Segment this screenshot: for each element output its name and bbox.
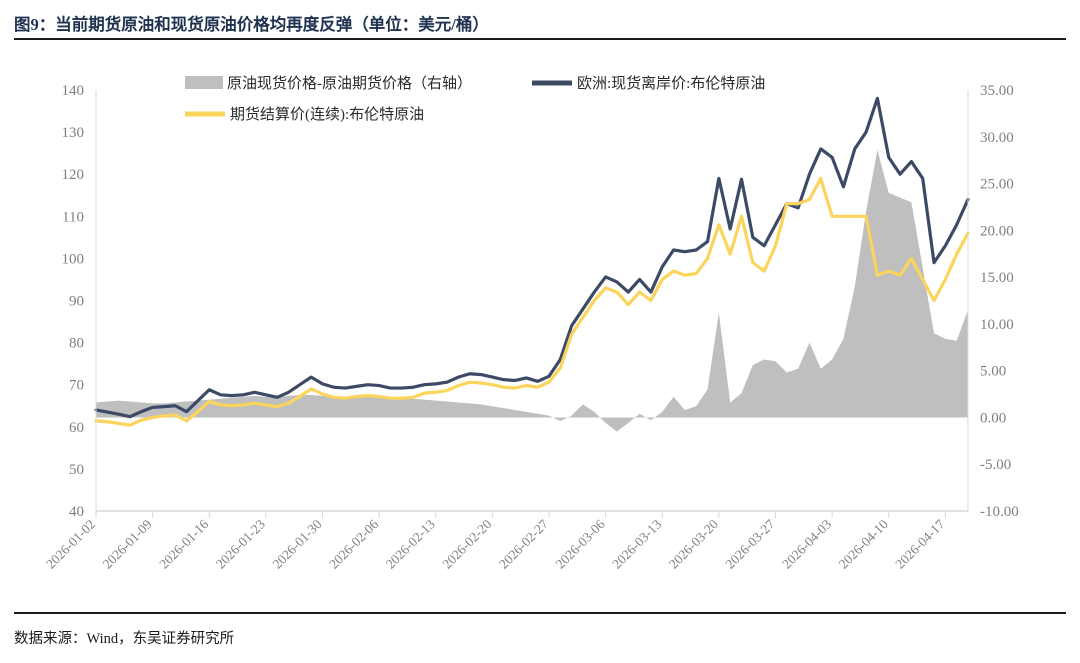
x-axis-tick-label: 2026-03-13 — [609, 516, 664, 571]
y-axis-right-tick-label: 5.00 — [980, 364, 1006, 380]
x-axis-tick-label: 2026-04-17 — [892, 516, 947, 571]
x-axis-tick-label: 2026-01-02 — [43, 517, 98, 572]
x-axis-tick-label: 2026-01-09 — [100, 516, 155, 571]
y-axis-right-tick-label: 0.00 — [980, 410, 1006, 426]
x-axis-tick-label: 2026-03-20 — [666, 516, 721, 571]
chart-axes — [95, 90, 969, 518]
y-axis-right-tick-label: 35.00 — [980, 83, 1014, 99]
x-axis-tick-label: 2026-02-06 — [326, 516, 381, 571]
chart-legend: 原油现货价格-原油期货价格（右轴） 欧洲:现货离岸价:布伦特原油期货结算价(连续)… — [185, 75, 765, 123]
y-axis-left-tick-label: 90 — [69, 294, 84, 310]
y-axis-right-tick-label: 15.00 — [980, 270, 1014, 286]
title-divider-top — [14, 38, 1066, 40]
legend-swatch-area — [185, 76, 223, 89]
y-axis-right-tick-label: -10.00 — [980, 504, 1019, 520]
x-axis-tick-label: 2026-01-16 — [156, 516, 211, 571]
figure-source-row: 数据来源：Wind，东吴证券研究所 — [14, 624, 1066, 650]
y-axis-right-tick-label: -5.00 — [980, 457, 1011, 473]
series-area-spread — [96, 149, 968, 432]
legend-label-area: 原油现货价格-原油期货价格（右轴） — [227, 75, 472, 92]
y-axis-right-tick-label: 25.00 — [980, 177, 1014, 193]
x-axis-tick-label: 2026-02-13 — [383, 516, 438, 571]
x-axis-tick-label: 2026-01-23 — [213, 516, 268, 571]
x-axis-tick-label: 2026-04-10 — [836, 516, 891, 571]
y-axis-right-labels: -10.00 -5.00 0.00 5.00 10.00 15.00 20.00 25.00 3… — [980, 83, 1019, 520]
series-lines — [94, 96, 970, 427]
y-axis-left-tick-label: 120 — [62, 167, 85, 183]
y-axis-left-tick-label: 50 — [69, 462, 84, 478]
x-axis-tick-label: 2026-04-03 — [779, 516, 834, 571]
legend-label-spot: 欧洲:现货离岸价:布伦特原油 — [577, 75, 765, 92]
y-axis-left-tick-label: 60 — [69, 420, 84, 436]
y-axis-left-tick-label: 140 — [62, 83, 85, 99]
y-axis-right-tick-label: 20.00 — [980, 223, 1014, 239]
figure-title-row: 图9：当前期货原油和现货原油价格均再度反弹（单位：美元/桶） — [14, 8, 1066, 38]
y-axis-left-tick-label: 40 — [69, 504, 84, 520]
x-axis-tick-label: 2026-02-20 — [439, 516, 494, 571]
x-axis-tick-label: 2026-03-06 — [553, 516, 608, 571]
y-axis-right-tick-label: 30.00 — [980, 130, 1014, 146]
page-title: 图9：当前期货原油和现货原油价格均再度反弹（单位：美元/桶） — [14, 15, 489, 34]
y-axis-left-labels: 40 50 60 70 80 90 100 110 120 130 140 — [62, 83, 85, 520]
source-divider — [14, 612, 1066, 614]
y-axis-left-tick-label: 80 — [69, 336, 84, 352]
x-axis-tick-label: 2026-02-27 — [496, 516, 551, 571]
oil-price-chart: 40 50 60 70 80 90 100 110 120 130 140 -10.00 -5.00 0… — [43, 75, 1019, 572]
y-axis-left-tick-label: 100 — [62, 251, 85, 267]
x-axis-tick-label: 2026-01-30 — [269, 516, 324, 571]
x-axis-tick-label: 2026-03-27 — [722, 516, 777, 571]
chart-container: 40 50 60 70 80 90 100 110 120 130 140 -10.00 -5.00 0… — [0, 44, 1080, 610]
y-axis-right-tick-label: 10.00 — [980, 317, 1014, 333]
y-axis-left-tick-label: 130 — [62, 125, 85, 141]
y-axis-left-tick-label: 110 — [62, 209, 84, 225]
y-axis-left-tick-label: 70 — [69, 378, 84, 394]
x-axis-labels: 2026-01-02 2026-01-09 2026-01-16 2026-01-23… — [43, 516, 948, 571]
source-text: 数据来源：Wind，东吴证券研究所 — [14, 630, 235, 647]
line-brent-futures — [94, 176, 970, 427]
area-spot-minus-futures — [96, 149, 968, 432]
legend-label-futures: 期货结算价(连续):布伦特原油 — [230, 105, 424, 123]
line-brent-spot — [94, 96, 970, 419]
